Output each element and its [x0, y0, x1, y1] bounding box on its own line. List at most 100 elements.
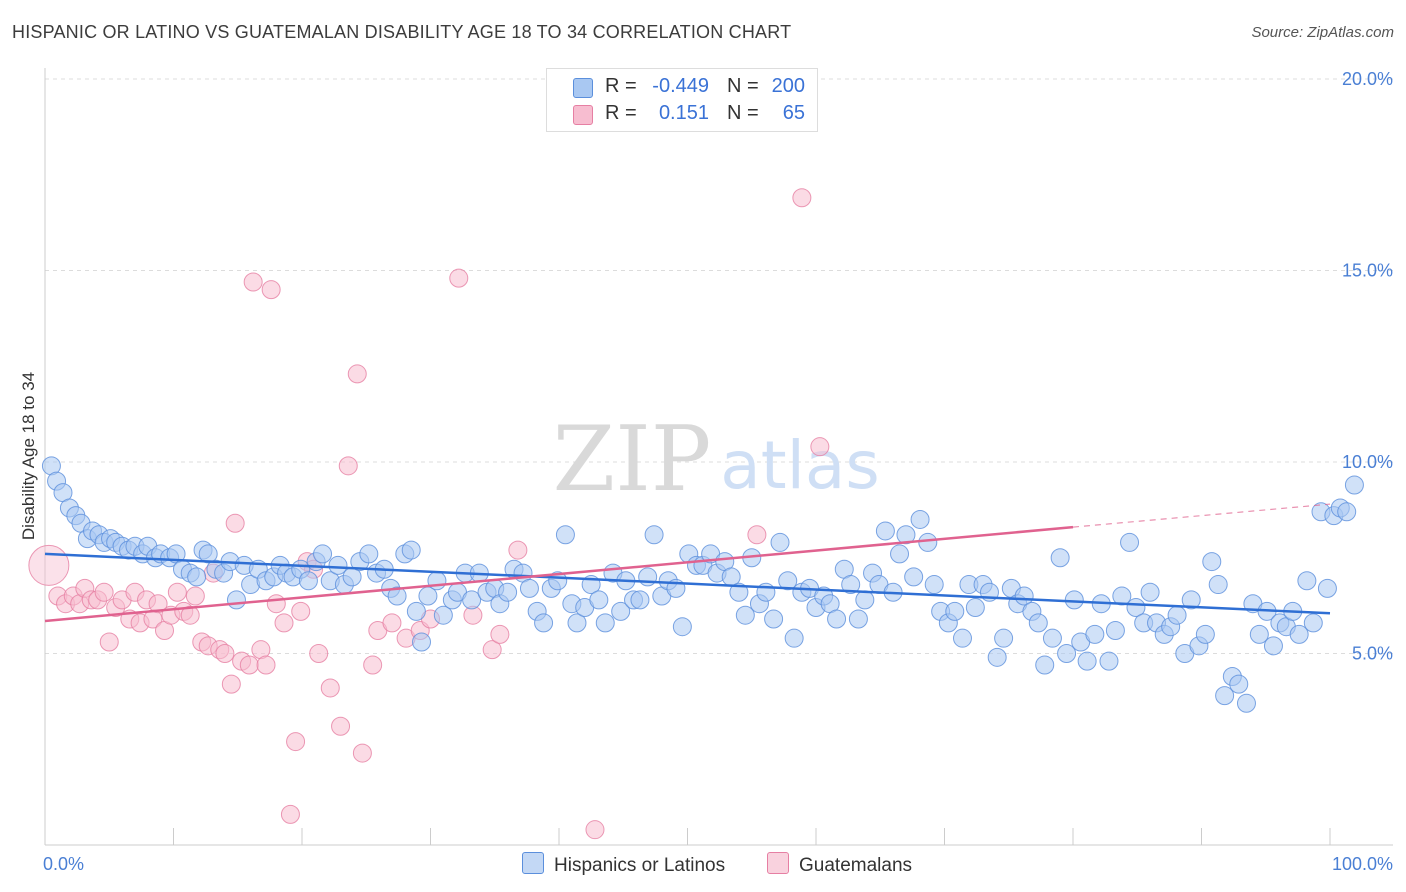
source-label: Source: ZipAtlas.com — [1251, 24, 1394, 41]
guatemalan-point — [167, 582, 187, 602]
hispanic-point — [875, 521, 895, 541]
guatemalan-point — [180, 605, 200, 625]
guatemalan-point — [291, 601, 311, 621]
hispanic-point — [427, 571, 447, 591]
hispanic-point — [1303, 613, 1323, 633]
hispanic-point — [1099, 651, 1119, 671]
y-tick-label: 20.0% — [1342, 69, 1393, 89]
guatemalan-point — [363, 655, 383, 675]
guatemalan-point — [338, 456, 358, 476]
hispanic-point — [1064, 590, 1084, 610]
guatemalan-point — [185, 586, 205, 606]
hispanic-point — [412, 632, 432, 652]
legend-row-hispanic: R = -0.449 N = 200 — [547, 74, 817, 100]
guatemalan-point — [382, 613, 402, 633]
hispanic-point — [918, 532, 938, 552]
y-tick-label: 10.0% — [1342, 452, 1393, 472]
hispanic-point — [1202, 552, 1222, 572]
guatemalan-trend-extension — [1072, 503, 1331, 528]
hispanic-point — [994, 628, 1014, 648]
guatemalan-point — [309, 644, 329, 663]
hispanic-point — [890, 544, 910, 564]
hispanic-point — [841, 575, 861, 595]
guatemalan-point — [28, 544, 70, 586]
watermark-atlas: atlas — [720, 427, 880, 504]
legend-swatch-pink — [767, 852, 789, 874]
y-tick-labels: 5.0% 10.0% 15.0% 20.0% — [1342, 69, 1393, 664]
hispanic-point — [401, 540, 421, 560]
axes — [44, 68, 1393, 846]
hispanic-point — [1297, 571, 1317, 591]
hispanic-point — [1317, 578, 1337, 598]
legend-r-label: R = — [605, 102, 637, 124]
hispanic-point — [1112, 586, 1132, 606]
legend-r-label: R = — [605, 75, 637, 97]
hispanic-point — [1085, 624, 1105, 644]
hispanic-point — [1208, 575, 1228, 595]
hispanic-point — [672, 617, 692, 637]
hispanic-point — [462, 590, 482, 610]
guatemalan-point — [331, 716, 351, 736]
guatemalan-point — [320, 678, 340, 698]
hispanic-point — [298, 571, 318, 591]
hispanic-point — [611, 601, 631, 621]
x-tick-label-min: 0.0% — [43, 854, 84, 874]
hispanic-point — [896, 525, 916, 545]
hispanic-point — [519, 578, 539, 598]
guatemalan-point — [280, 804, 300, 824]
guatemalan-point — [99, 632, 119, 652]
hispanic-point — [1263, 636, 1283, 656]
legend-label: Guatemalans — [799, 855, 913, 876]
hispanic-point — [567, 613, 587, 633]
legend-r-value: 0.151 — [658, 102, 709, 124]
guatemalan-point — [792, 188, 812, 208]
hispanic-point — [904, 567, 924, 587]
hispanic-point — [945, 601, 965, 621]
legend-item-hispanic: Hispanics or Latinos — [522, 852, 725, 877]
hispanic-trend-line — [44, 552, 1331, 615]
hispanic-point — [1344, 475, 1364, 495]
legend-n-label: N = — [727, 75, 759, 97]
legend-row-guatemalan: R = 0.151 N = 65 — [547, 101, 817, 127]
guatemalan-point — [225, 513, 245, 533]
hispanic-point — [1050, 548, 1070, 568]
guatemalan-point — [148, 594, 168, 614]
hispanic-point — [313, 544, 333, 564]
hispanic-point — [1215, 686, 1235, 706]
guatemalan-point — [274, 613, 294, 633]
legend-r-value: -0.449 — [652, 75, 709, 97]
guatemalan-point — [266, 594, 286, 614]
hispanic-point — [328, 555, 348, 575]
series-legend: Hispanics or Latinos Guatemalans — [0, 850, 1406, 880]
hispanic-point — [1289, 624, 1309, 644]
hispanic-point — [952, 628, 972, 648]
hispanic-point — [226, 590, 246, 610]
hispanic-point — [1195, 624, 1215, 644]
hispanic-point — [910, 509, 930, 529]
hispanic-point — [1077, 651, 1097, 671]
hispanic-point — [1105, 621, 1125, 641]
guatemalan-point — [449, 268, 469, 288]
x-axis-ticks — [44, 828, 1331, 845]
hispanic-point — [644, 525, 664, 545]
gridlines — [45, 78, 1393, 654]
blue-points — [41, 456, 1364, 713]
legend-item-guatemalan: Guatemalans — [767, 852, 912, 877]
guatemalan-point — [215, 644, 235, 663]
guatemalan-point — [347, 364, 367, 384]
hispanic-point — [1337, 502, 1357, 522]
legend-swatch-pink — [573, 105, 593, 125]
guatemalan-point — [256, 655, 276, 675]
y-tick-label: 15.0% — [1342, 261, 1393, 281]
hispanic-point — [965, 598, 985, 618]
hispanic-point — [1167, 605, 1187, 625]
hispanic-point — [630, 590, 650, 610]
trend-lines — [44, 503, 1331, 623]
hispanic-point — [770, 532, 790, 552]
hispanic-point — [827, 609, 847, 629]
hispanic-point — [987, 647, 1007, 667]
guatemalan-point — [239, 655, 259, 675]
hispanic-point — [1236, 693, 1256, 713]
legend-n-value: 200 — [771, 75, 805, 97]
